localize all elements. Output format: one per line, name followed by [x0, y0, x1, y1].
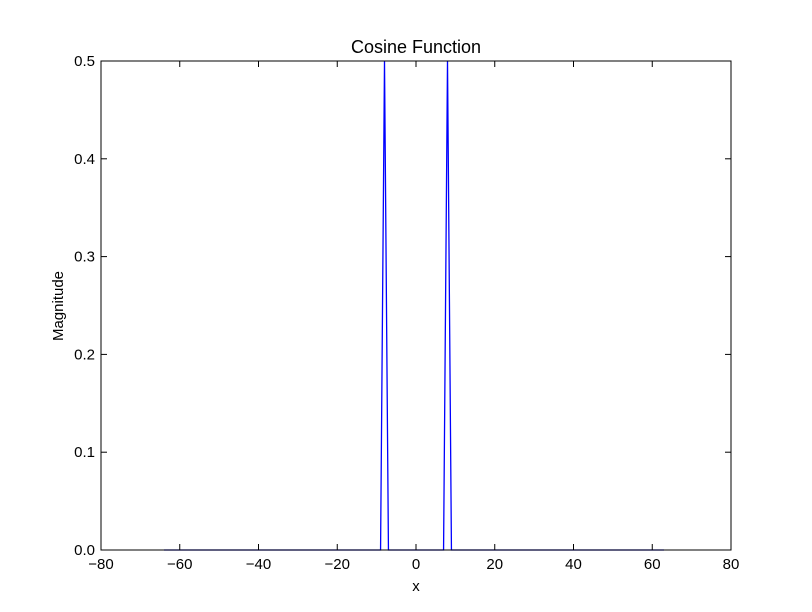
y-tick-label: 0.3 — [74, 249, 95, 266]
y-axis-ticks: 0.0 0.1 0.2 0.3 0.4 0.5 — [74, 53, 731, 559]
x-tick-label: 40 — [565, 556, 582, 573]
y-tick-label: 0.0 — [74, 542, 95, 559]
y-tick-label: 0.1 — [74, 444, 95, 461]
x-tick-label: 80 — [723, 556, 740, 573]
x-tick-label: −20 — [325, 556, 350, 573]
y-axis-label: Magnitude — [50, 271, 67, 341]
x-tick-label: −60 — [167, 556, 192, 573]
x-tick-label: 20 — [486, 556, 503, 573]
x-tick-label: 60 — [644, 556, 661, 573]
x-axis-ticks: −80 −60 −40 −20 0 20 40 60 80 — [88, 61, 739, 573]
x-tick-label: 0 — [412, 556, 420, 573]
plot-area-background — [101, 61, 731, 550]
x-tick-label: −40 — [246, 556, 271, 573]
x-axis-label: x — [412, 578, 420, 595]
y-tick-label: 0.5 — [74, 53, 95, 70]
x-tick-label: −80 — [88, 556, 113, 573]
y-tick-label: 0.2 — [74, 346, 95, 363]
chart-title: Cosine Function — [351, 37, 481, 57]
y-tick-label: 0.4 — [74, 151, 95, 168]
